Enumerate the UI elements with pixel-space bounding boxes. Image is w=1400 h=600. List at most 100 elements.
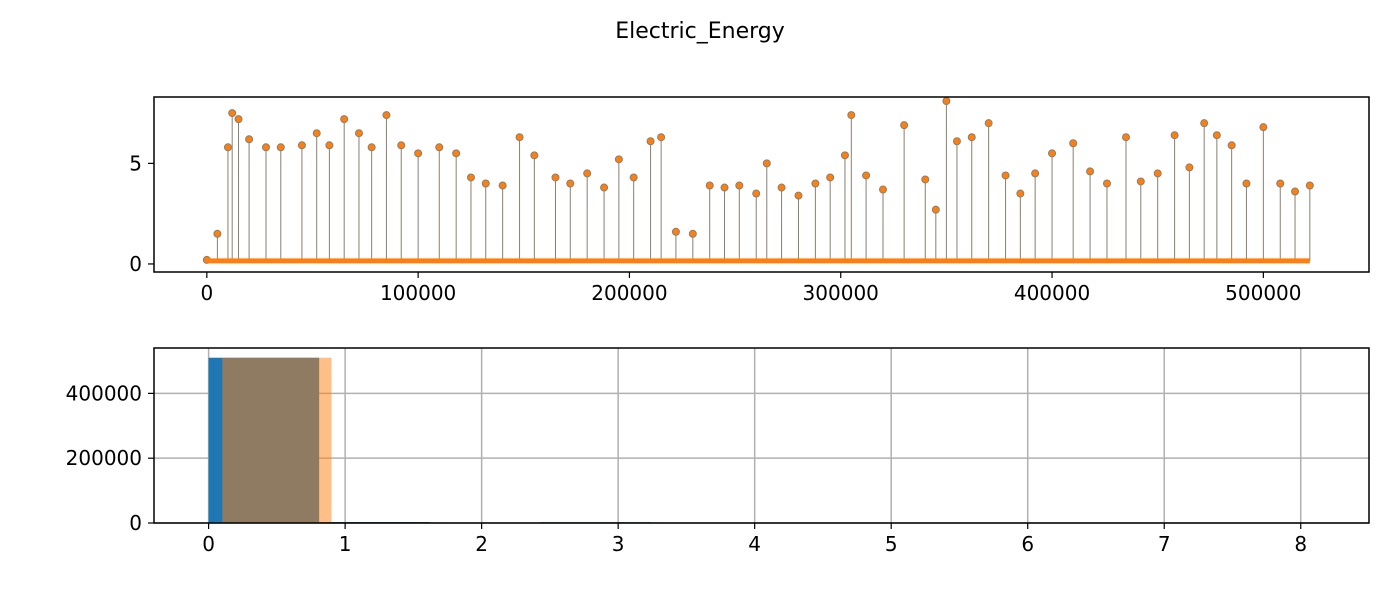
data-point bbox=[1031, 169, 1040, 178]
timeseries-x-tick-label: 100000 bbox=[380, 281, 456, 305]
timeseries-x-tick-label: 300000 bbox=[803, 281, 879, 305]
data-point bbox=[1242, 179, 1251, 188]
histogram-x-tick-label: 0 bbox=[202, 532, 215, 556]
data-point bbox=[862, 171, 871, 180]
data-point bbox=[900, 121, 909, 130]
histogram-y-tick-label: 0 bbox=[129, 511, 142, 535]
data-point bbox=[340, 115, 349, 124]
data-point bbox=[735, 181, 744, 190]
data-point bbox=[646, 137, 655, 146]
data-point bbox=[367, 143, 376, 152]
histogram-bar bbox=[222, 357, 332, 523]
timeseries-y-tick-label: 0 bbox=[129, 252, 142, 276]
data-point bbox=[762, 159, 771, 168]
data-point bbox=[498, 181, 507, 190]
data-point bbox=[1153, 169, 1162, 178]
data-point bbox=[794, 191, 803, 200]
data-point bbox=[1069, 139, 1078, 148]
histogram-x-tick-label: 6 bbox=[1021, 532, 1034, 556]
data-point bbox=[879, 185, 887, 194]
chart-title: Electric_Energy bbox=[615, 19, 785, 44]
data-point bbox=[720, 183, 729, 192]
histogram-x-tick-label: 3 bbox=[612, 532, 625, 556]
data-point bbox=[967, 133, 976, 142]
timeseries-x-tick-label: 400000 bbox=[1014, 281, 1090, 305]
data-point bbox=[931, 205, 940, 214]
data-point bbox=[1291, 187, 1300, 196]
data-point bbox=[847, 111, 856, 120]
data-point bbox=[551, 173, 560, 182]
data-point bbox=[382, 111, 391, 120]
data-point bbox=[228, 109, 237, 118]
data-point bbox=[1048, 149, 1057, 158]
data-point bbox=[397, 141, 406, 150]
data-point bbox=[325, 141, 334, 150]
data-point bbox=[566, 179, 575, 188]
data-point bbox=[1227, 141, 1236, 150]
data-point bbox=[657, 133, 666, 142]
timeseries-panel: 0 100000 200000 300000 400000 500000 0 5 bbox=[129, 96, 1370, 305]
data-point bbox=[1305, 181, 1314, 190]
data-point bbox=[354, 129, 363, 138]
histogram-frame bbox=[153, 347, 1370, 524]
data-point bbox=[952, 137, 961, 146]
data-point bbox=[276, 143, 285, 152]
data-point bbox=[414, 149, 423, 158]
data-point bbox=[312, 129, 321, 138]
data-point bbox=[466, 173, 475, 182]
data-point bbox=[515, 133, 524, 142]
timeseries-y-tick-label: 5 bbox=[129, 151, 142, 175]
data-point bbox=[234, 115, 243, 124]
data-point bbox=[1001, 171, 1010, 180]
data-point bbox=[629, 173, 638, 182]
histogram-axes: 0 1 2 3 4 5 6 7 8 0 200000 400000 bbox=[66, 381, 1307, 556]
timeseries-frame bbox=[153, 96, 1370, 273]
data-point bbox=[1016, 189, 1025, 198]
histogram-bars bbox=[208, 357, 762, 523]
timeseries-x-tick-label: 500000 bbox=[1225, 281, 1301, 305]
histogram-x-tick-label: 7 bbox=[1158, 532, 1171, 556]
timeseries-x-tick-label: 200000 bbox=[591, 281, 667, 305]
data-point bbox=[261, 143, 270, 152]
timeseries-axes: 0 100000 200000 300000 400000 500000 0 5 bbox=[129, 151, 1301, 305]
data-point bbox=[777, 183, 786, 192]
data-point bbox=[705, 181, 714, 190]
data-point bbox=[1276, 179, 1285, 188]
histogram-y-tick-label: 400000 bbox=[66, 381, 142, 405]
data-point bbox=[481, 179, 490, 188]
data-point bbox=[840, 151, 849, 160]
histogram-panel: 0 1 2 3 4 5 6 7 8 0 200000 400000 bbox=[66, 347, 1370, 556]
data-point bbox=[811, 179, 820, 188]
data-point bbox=[452, 149, 461, 158]
data-point bbox=[984, 119, 993, 128]
data-point bbox=[1170, 131, 1179, 140]
data-point bbox=[614, 155, 623, 164]
histogram-y-tick-label: 200000 bbox=[66, 446, 142, 470]
data-point bbox=[1185, 163, 1194, 172]
data-point bbox=[1102, 179, 1111, 188]
histogram-x-tick-label: 4 bbox=[748, 532, 761, 556]
data-point bbox=[1136, 177, 1145, 186]
timeseries-marks bbox=[202, 97, 1314, 264]
data-point bbox=[688, 229, 697, 238]
histogram-x-tick-label: 2 bbox=[475, 532, 488, 556]
data-point bbox=[600, 183, 609, 192]
data-point bbox=[826, 173, 835, 182]
data-point bbox=[530, 151, 539, 160]
histogram-x-tick-label: 1 bbox=[339, 532, 352, 556]
data-point bbox=[1086, 167, 1095, 176]
data-point bbox=[1212, 131, 1221, 140]
data-point bbox=[942, 97, 951, 106]
histogram-x-tick-label: 8 bbox=[1294, 532, 1307, 556]
timeseries-x-tick-label: 0 bbox=[200, 281, 213, 305]
data-point bbox=[1259, 123, 1268, 132]
data-point bbox=[245, 135, 254, 144]
data-point bbox=[583, 169, 592, 178]
data-point bbox=[752, 189, 761, 198]
data-point bbox=[297, 141, 306, 150]
data-point bbox=[213, 229, 222, 238]
data-point bbox=[671, 227, 680, 236]
data-point bbox=[223, 143, 232, 152]
data-point bbox=[1200, 119, 1209, 128]
